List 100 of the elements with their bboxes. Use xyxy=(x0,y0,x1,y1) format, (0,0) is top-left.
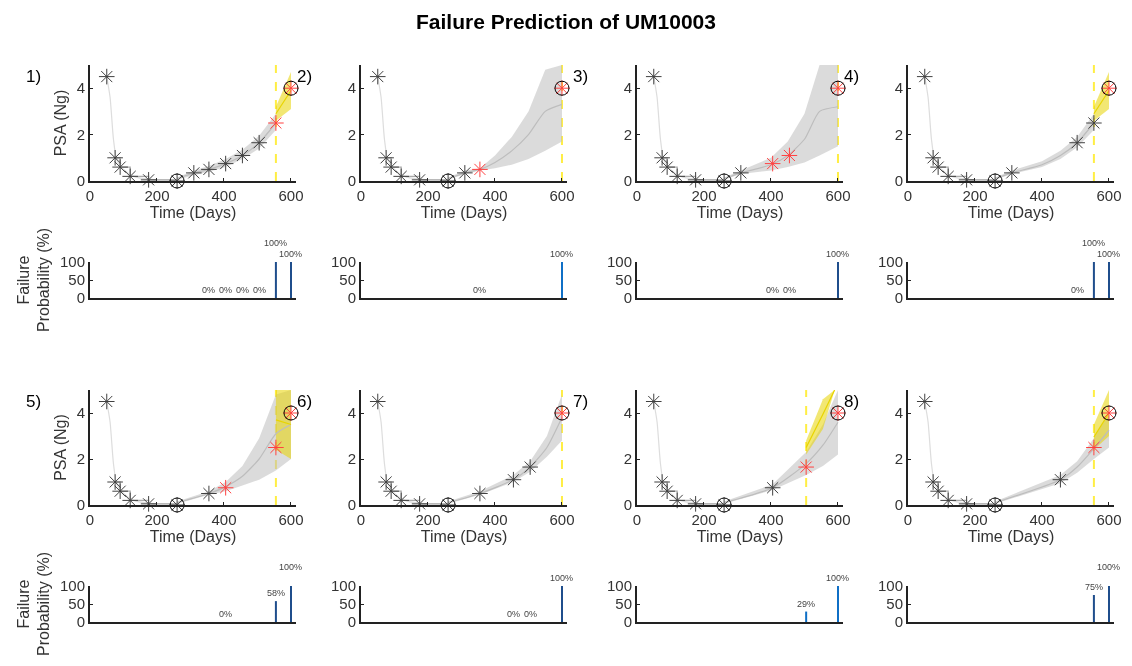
y-tick-label: 0 xyxy=(347,172,356,190)
text: 7) xyxy=(573,392,589,411)
data-label: 0% xyxy=(253,285,267,295)
x-tick-label: 600 xyxy=(278,187,304,204)
data-label: 100% xyxy=(1082,238,1106,248)
data-label: 100% xyxy=(279,249,303,259)
x-tick-label: 200 xyxy=(415,511,441,528)
x-tick-label: 200 xyxy=(691,511,717,528)
data-label: 100% xyxy=(826,573,850,583)
y-tick-label: 0 xyxy=(76,613,85,631)
y-tick-label: 0 xyxy=(347,496,356,514)
y-tick-label: 0 xyxy=(347,289,356,307)
text: 3) xyxy=(573,67,589,86)
y-tick-label: 50 xyxy=(615,271,632,289)
y-tick-label: 2 xyxy=(894,450,903,468)
y-tick-label: 0 xyxy=(76,172,85,190)
data-label: 0% xyxy=(236,285,250,295)
x-axis-title: Time (Days) xyxy=(149,528,237,546)
data-label: 0% xyxy=(766,285,780,295)
y-tick-label: 4 xyxy=(347,404,356,422)
y-tick-label: 100 xyxy=(59,577,85,595)
y-tick-label: 4 xyxy=(623,404,632,422)
x-axis-title: Time (Days) xyxy=(696,204,784,222)
y-axis-title: Failure Probability (%) xyxy=(14,551,53,657)
data-label: 100% xyxy=(550,573,574,583)
y-tick-label: 4 xyxy=(894,404,903,422)
x-tick-label: 200 xyxy=(144,187,170,204)
y-tick-label: 2 xyxy=(894,125,903,143)
x-tick-label: 400 xyxy=(758,511,784,528)
y-tick-label: 50 xyxy=(68,271,85,289)
data-label: 0% xyxy=(202,285,216,295)
x-tick-label: 600 xyxy=(278,511,304,528)
x-tick-label: 600 xyxy=(1096,511,1122,528)
y-tick-label: 100 xyxy=(606,253,632,271)
y-tick-label: 2 xyxy=(623,125,632,143)
y-tick-label: 0 xyxy=(894,289,903,307)
y-tick-label: 100 xyxy=(606,577,632,595)
x-axis-title: Time (Days) xyxy=(420,528,508,546)
y-tick-label: 0 xyxy=(76,289,85,307)
data-label: 100% xyxy=(279,562,303,572)
text: 6) xyxy=(297,392,313,411)
data-label: 0% xyxy=(219,285,233,295)
data-label: 0% xyxy=(524,609,538,619)
x-tick-label: 400 xyxy=(1029,511,1055,528)
y-tick-label: 0 xyxy=(76,496,85,514)
x-axis-title: Time (Days) xyxy=(420,204,508,222)
data-label: 100% xyxy=(1097,249,1121,259)
y-tick-label: 0 xyxy=(623,496,632,514)
y-axis-title: Failure Probability (%) xyxy=(14,227,53,333)
x-tick-label: 400 xyxy=(211,187,237,204)
y-tick-label: 4 xyxy=(76,79,85,97)
x-axis-title: Time (Days) xyxy=(967,204,1055,222)
y-tick-label: 100 xyxy=(330,577,356,595)
x-axis-title: Time (Days) xyxy=(149,204,237,222)
x-tick-label: 200 xyxy=(691,187,717,204)
y-tick-label: 4 xyxy=(894,79,903,97)
text: 4) xyxy=(844,67,860,86)
y-tick-label: 2 xyxy=(76,125,85,143)
y-axis-title: PSA (Ng) xyxy=(52,414,70,481)
data-label: 100% xyxy=(826,249,850,259)
data-label: 100% xyxy=(1097,562,1121,572)
data-label: 0% xyxy=(783,285,797,295)
y-tick-label: 4 xyxy=(347,79,356,97)
y-tick-label: 0 xyxy=(623,289,632,307)
y-tick-label: 0 xyxy=(623,613,632,631)
text: 5) xyxy=(26,392,42,411)
y-tick-label: 50 xyxy=(615,595,632,613)
x-tick-label: 200 xyxy=(415,187,441,204)
x-tick-label: 600 xyxy=(1096,187,1122,204)
y-tick-label: 50 xyxy=(339,595,356,613)
x-tick-label: 400 xyxy=(482,511,508,528)
y-tick-label: 50 xyxy=(886,595,903,613)
data-label: 0% xyxy=(1071,285,1085,295)
y-tick-label: 4 xyxy=(623,79,632,97)
y-tick-label: 100 xyxy=(877,253,903,271)
data-label: 100% xyxy=(264,238,288,248)
y-tick-label: 2 xyxy=(347,125,356,143)
x-tick-label: 600 xyxy=(825,187,851,204)
data-label: 58% xyxy=(267,588,286,598)
y-axis-title: PSA (Ng) xyxy=(52,89,70,157)
x-axis-title: Time (Days) xyxy=(967,528,1055,546)
y-tick-label: 2 xyxy=(76,450,85,468)
y-tick-label: 50 xyxy=(339,271,356,289)
x-tick-label: 600 xyxy=(549,187,575,204)
x-tick-label: 400 xyxy=(758,187,784,204)
text: Failure Prediction of UM10003 xyxy=(415,10,717,34)
x-tick-label: 200 xyxy=(962,511,988,528)
y-tick-label: 0 xyxy=(347,613,356,631)
x-tick-label: 200 xyxy=(962,187,988,204)
y-tick-label: 2 xyxy=(623,450,632,468)
y-tick-label: 0 xyxy=(894,172,903,190)
x-tick-label: 400 xyxy=(1029,187,1055,204)
data-label: 0% xyxy=(507,609,521,619)
y-tick-label: 0 xyxy=(623,172,632,190)
data-label: 0% xyxy=(473,285,487,295)
x-axis-title: Time (Days) xyxy=(696,528,784,546)
x-tick-label: 200 xyxy=(144,511,170,528)
y-tick-label: 100 xyxy=(330,253,356,271)
x-tick-label: 600 xyxy=(825,511,851,528)
y-tick-label: 100 xyxy=(877,577,903,595)
